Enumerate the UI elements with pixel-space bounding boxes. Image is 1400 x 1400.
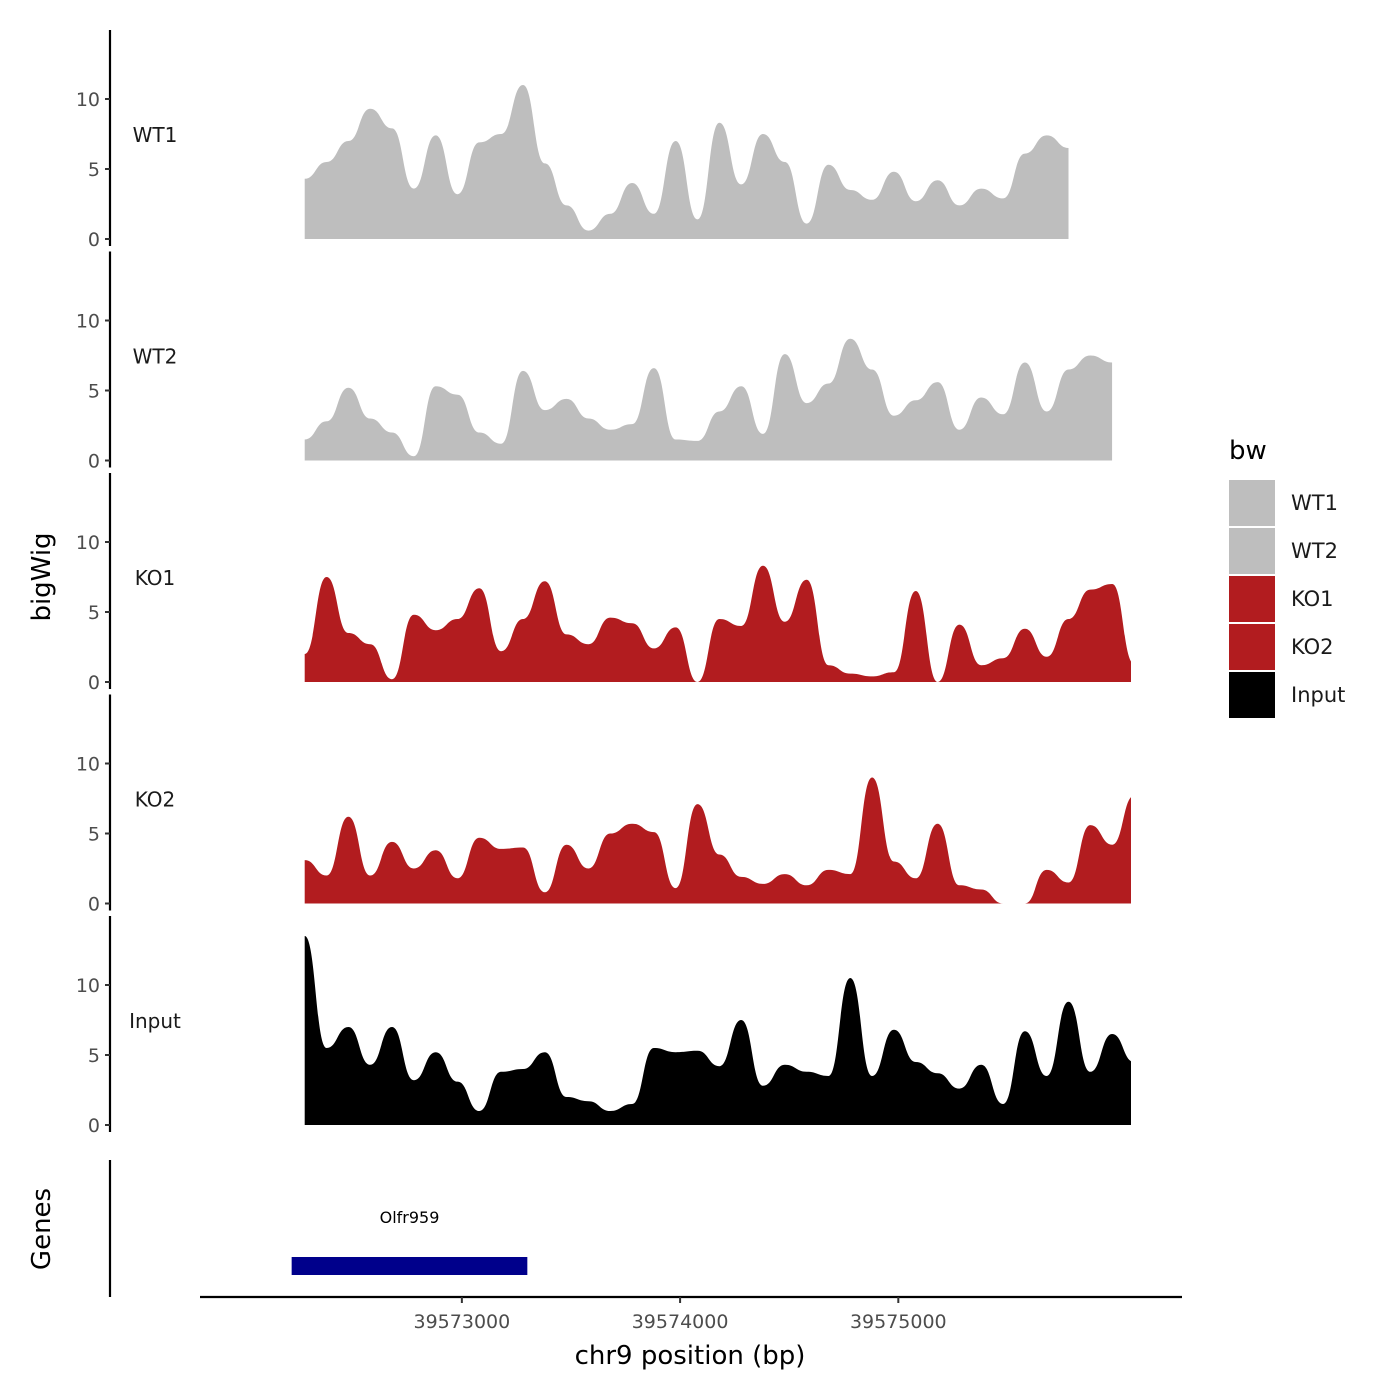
track-wt1: 0 5 10 WT1 <box>76 30 1069 251</box>
legend-label: KO2 <box>1291 635 1334 659</box>
y-tick-label: 5 <box>88 602 100 624</box>
gene-body <box>291 1257 528 1275</box>
y-tick-label: 0 <box>88 1115 100 1137</box>
y-tick-label: 10 <box>76 754 100 776</box>
legend-key-wt1 <box>1229 480 1275 526</box>
legend-key-ko1 <box>1229 576 1275 622</box>
track-label: KO1 <box>135 566 176 590</box>
y-tick-label: 5 <box>88 381 100 403</box>
track-label: WT2 <box>133 345 178 369</box>
track-ko1: 0 5 10 KO1 <box>76 473 1131 694</box>
track-label: KO2 <box>135 788 176 812</box>
y-tick-label: 0 <box>88 672 100 694</box>
y-tick-label: 5 <box>88 824 100 846</box>
y-tick-label: 5 <box>88 159 100 181</box>
legend-key-wt2 <box>1229 528 1275 574</box>
legend-title: bw <box>1229 436 1267 466</box>
x-tick-label: 39573000 <box>414 1311 511 1333</box>
y-tick-label: 0 <box>88 229 100 251</box>
y-tick-label: 10 <box>76 532 100 554</box>
legend-label: KO1 <box>1291 587 1334 611</box>
track-input: 0 5 10 Input <box>76 916 1131 1137</box>
y-tick-label: 0 <box>88 451 100 473</box>
area-wt1 <box>304 85 1069 239</box>
y-tick-label: 5 <box>88 1045 100 1067</box>
track-wt2: 0 5 10 WT2 <box>76 251 1113 473</box>
area-wt2 <box>304 338 1113 461</box>
area-input <box>304 936 1131 1125</box>
x-axis: 39573000 39574000 39575000 <box>200 1295 1182 1333</box>
track-label: WT1 <box>133 123 178 147</box>
area-ko2 <box>304 777 1131 904</box>
y-tick-label: 10 <box>76 975 100 997</box>
y-tick-label: 10 <box>76 311 100 333</box>
y-tick-label: 0 <box>88 894 100 916</box>
x-tick-label: 39574000 <box>632 1311 729 1333</box>
x-tick-label: 39575000 <box>850 1311 947 1333</box>
track-ko2: 0 5 10 KO2 <box>76 694 1131 916</box>
y-axis-title: bigWig <box>27 532 57 621</box>
legend-key-ko2 <box>1229 624 1275 670</box>
track-label: Input <box>129 1009 181 1033</box>
gene-label: Olfr959 <box>380 1208 440 1227</box>
legend: bw WT1 WT2 KO1 KO2 Input <box>1229 436 1345 718</box>
legend-label: WT2 <box>1291 539 1338 563</box>
y-tick-label: 10 <box>76 89 100 111</box>
legend-label: WT1 <box>1291 491 1338 515</box>
gene-panel: Olfr959 <box>108 1160 528 1297</box>
area-ko1 <box>304 565 1131 682</box>
legend-key-input <box>1229 672 1275 718</box>
x-axis-title: chr9 position (bp) <box>575 1341 806 1371</box>
legend-label: Input <box>1291 683 1345 707</box>
signal-tracks: 0 5 10 WT1 0 5 10 WT2 0 5 10 KO1 0 5 10 KO2 0 5 10 Input <box>76 30 1131 1137</box>
gene-panel-title: Genes <box>27 1188 57 1270</box>
